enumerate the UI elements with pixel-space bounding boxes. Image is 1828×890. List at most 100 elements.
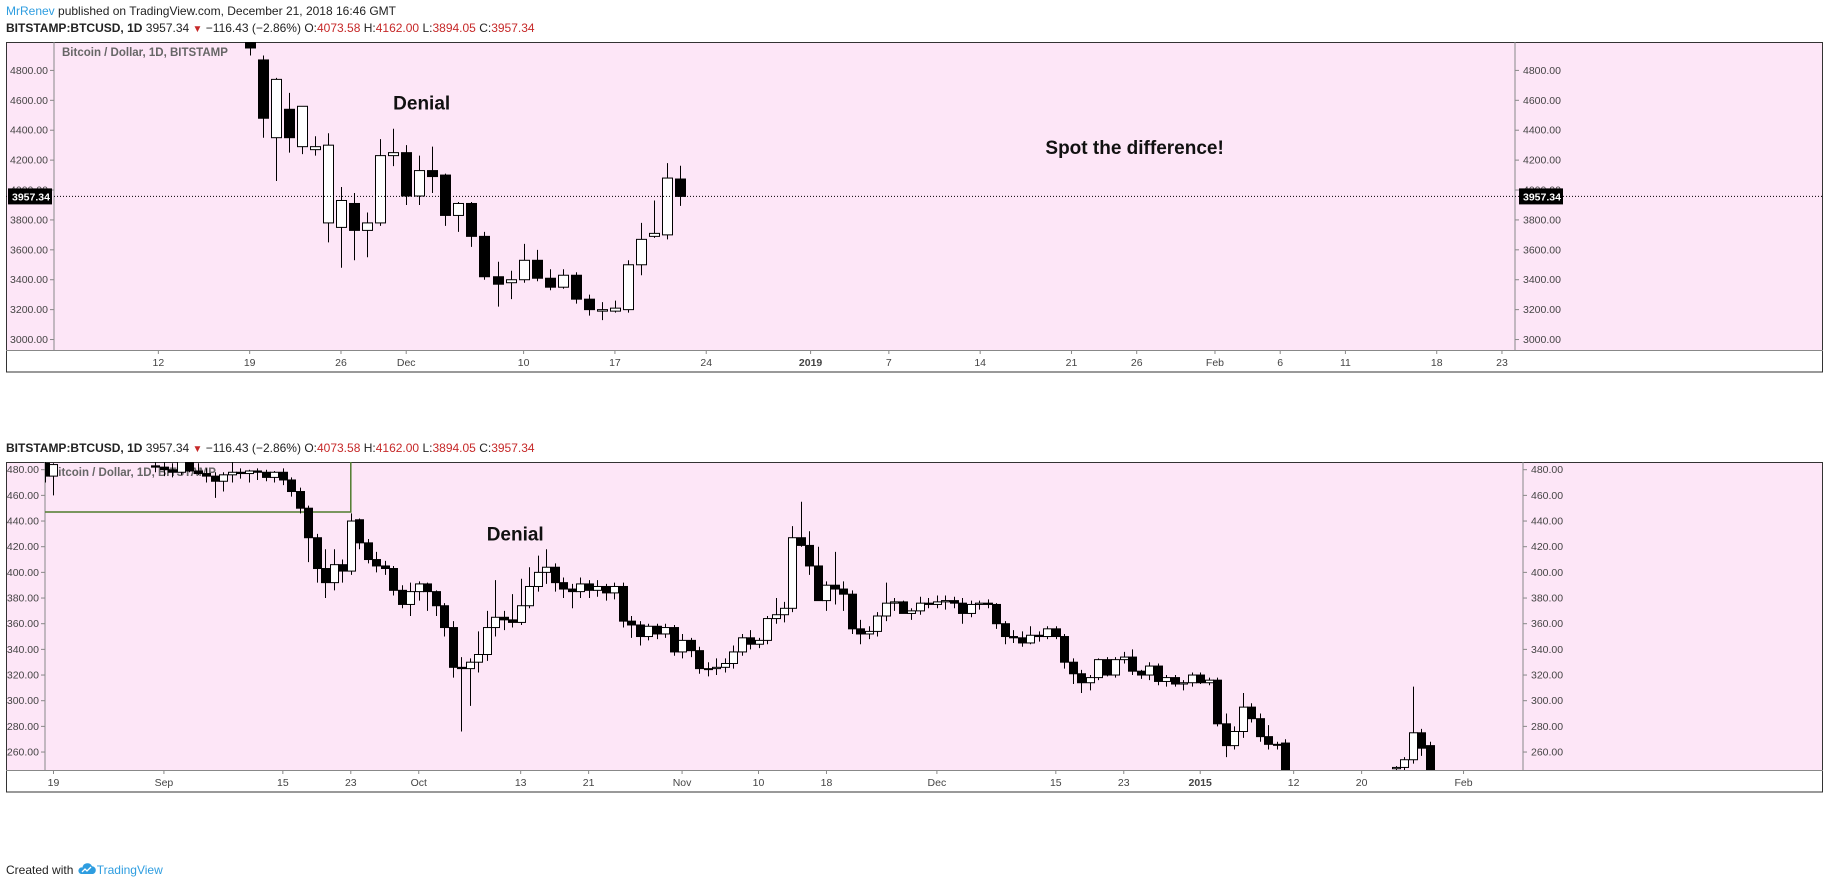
candle xyxy=(362,212,373,258)
candle-body xyxy=(517,605,526,623)
candle xyxy=(381,560,390,575)
candle xyxy=(873,612,882,637)
candle-body xyxy=(401,152,412,197)
y-tick-label: 380.00 xyxy=(7,593,39,605)
author-link[interactable]: MrRenev xyxy=(6,4,55,18)
candle-body xyxy=(427,170,438,178)
candle-body xyxy=(738,637,747,653)
y-tick-label: 3000.00 xyxy=(10,334,48,346)
candle xyxy=(623,260,634,313)
candle-body xyxy=(602,585,611,594)
candlestick-chart-top[interactable]: 3000.00 3000.00 3200.00 3200.00 3400.00 3400.… xyxy=(6,42,1823,433)
y-tick-label: 3400.00 xyxy=(10,274,48,286)
candle-body xyxy=(551,566,560,584)
candle-body xyxy=(712,666,721,670)
candle-body xyxy=(1417,732,1426,749)
candle-body xyxy=(297,105,308,148)
candle xyxy=(610,300,621,313)
candle xyxy=(1145,662,1154,681)
y-tick-label: 300.00 xyxy=(1531,695,1563,707)
candle-body xyxy=(1205,679,1214,684)
candle xyxy=(160,462,169,477)
candle-body xyxy=(228,471,237,476)
candle xyxy=(401,145,412,205)
y-tick-label: 360.00 xyxy=(7,618,39,630)
x-tick-label: 7 xyxy=(886,357,892,369)
candle xyxy=(1001,621,1010,645)
candle-body xyxy=(525,585,534,607)
x-tick-label: 23 xyxy=(345,777,357,789)
x-tick-label: 17 xyxy=(609,357,621,369)
candle-body xyxy=(788,537,797,609)
candle-body xyxy=(453,202,464,216)
candlestick-chart-bottom[interactable]: 260.00 260.00 280.00 280.00 300.00 300.00 320.… xyxy=(6,462,1823,853)
chart-watermark: Bitcoin / Dollar, 1D, BITSTAMP xyxy=(62,47,228,59)
candle xyxy=(992,603,1001,629)
candle-body xyxy=(1154,665,1163,682)
open-label: O: xyxy=(304,441,317,455)
candle-body xyxy=(49,464,58,477)
candle-body xyxy=(805,544,814,567)
y-tick-label: 400.00 xyxy=(7,567,39,579)
candle xyxy=(500,610,509,631)
candle xyxy=(372,551,381,573)
candle-body xyxy=(1171,677,1180,685)
candle xyxy=(558,269,569,289)
candle-body xyxy=(542,566,551,573)
candle-body xyxy=(519,259,530,281)
candle-body xyxy=(296,491,305,509)
candle xyxy=(279,468,288,486)
close-value: 3957.34 xyxy=(491,21,535,35)
candle-body xyxy=(1009,636,1018,639)
candle-body xyxy=(619,585,628,622)
x-tick-label: Nov xyxy=(673,777,692,789)
candle-body xyxy=(1213,679,1222,725)
candle-body xyxy=(466,661,475,670)
candle xyxy=(542,549,551,584)
candle-body xyxy=(271,78,282,139)
candle-body xyxy=(1128,656,1137,672)
candle xyxy=(388,128,399,167)
candle xyxy=(517,578,526,625)
tradingview-link[interactable]: TradingView xyxy=(96,863,163,877)
x-tick-label: 19 xyxy=(48,777,60,789)
candle-body xyxy=(916,602,925,612)
candle-body xyxy=(330,564,339,584)
candle xyxy=(1264,725,1273,750)
x-tick-label: Oct xyxy=(411,777,427,789)
candle xyxy=(1128,649,1137,676)
candle-body xyxy=(534,571,543,587)
candle xyxy=(406,582,415,616)
x-tick-label: 24 xyxy=(700,357,712,369)
candle-body xyxy=(822,584,831,602)
candle xyxy=(597,302,608,321)
candle-body xyxy=(678,639,687,653)
candle xyxy=(219,472,228,492)
x-tick-label: 18 xyxy=(821,777,833,789)
candle xyxy=(814,546,823,602)
y-tick-label: 400.00 xyxy=(1531,567,1563,579)
candle-body xyxy=(202,473,211,477)
last-price-tag-label: 3957.34 xyxy=(1523,191,1561,203)
x-tick-label: 11 xyxy=(1340,357,1351,369)
candle xyxy=(375,139,386,226)
candle xyxy=(907,608,916,620)
candle-body xyxy=(1035,634,1044,638)
candle-body xyxy=(177,462,186,473)
symbol-label: BITSTAMP:BTCUSD, 1D xyxy=(6,441,143,455)
candle-body xyxy=(287,479,296,493)
candle-body xyxy=(797,537,806,546)
y-tick-label: 4800.00 xyxy=(10,65,48,77)
candle xyxy=(1026,626,1035,645)
candle-body xyxy=(532,259,543,279)
candle-body xyxy=(755,639,764,645)
candle-body xyxy=(623,264,634,311)
candle xyxy=(355,518,364,550)
open-label: O: xyxy=(304,21,317,35)
y-tick-label: 3600.00 xyxy=(10,244,48,256)
candle-body xyxy=(729,651,738,664)
candle-body xyxy=(687,639,696,652)
candle-body xyxy=(839,588,848,595)
candle-body xyxy=(610,585,619,594)
last-price-tag xyxy=(1519,188,1563,205)
